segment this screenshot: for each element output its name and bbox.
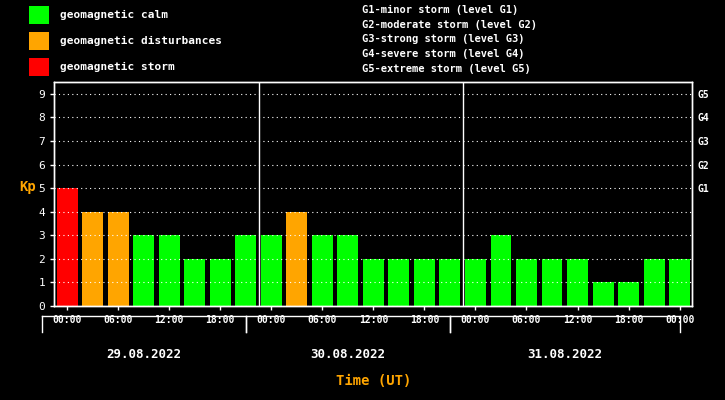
Bar <box>57 188 78 306</box>
Bar <box>644 259 665 306</box>
Bar <box>516 259 537 306</box>
Bar <box>261 235 282 306</box>
Bar <box>389 259 410 306</box>
Text: geomagnetic calm: geomagnetic calm <box>60 10 168 20</box>
Text: G4-severe storm (level G4): G4-severe storm (level G4) <box>362 49 525 59</box>
Bar <box>108 212 128 306</box>
Bar <box>29 58 49 76</box>
Text: G3-strong storm (level G3): G3-strong storm (level G3) <box>362 34 525 44</box>
Text: G1-minor storm (level G1): G1-minor storm (level G1) <box>362 5 519 15</box>
Bar <box>337 235 358 306</box>
Bar <box>82 212 103 306</box>
Text: geomagnetic storm: geomagnetic storm <box>60 62 175 72</box>
Bar <box>133 235 154 306</box>
Bar <box>465 259 486 306</box>
Bar <box>592 282 613 306</box>
Bar <box>439 259 460 306</box>
Text: 30.08.2022: 30.08.2022 <box>310 348 386 361</box>
Bar <box>567 259 588 306</box>
Text: G5-extreme storm (level G5): G5-extreme storm (level G5) <box>362 64 531 74</box>
Text: 31.08.2022: 31.08.2022 <box>527 348 602 361</box>
Text: G2-moderate storm (level G2): G2-moderate storm (level G2) <box>362 20 537 30</box>
Y-axis label: Kp: Kp <box>19 180 36 194</box>
Bar <box>29 6 49 24</box>
Bar <box>542 259 563 306</box>
Bar <box>29 32 49 50</box>
Bar <box>618 282 639 306</box>
Bar <box>159 235 180 306</box>
Text: 29.08.2022: 29.08.2022 <box>106 348 181 361</box>
Text: geomagnetic disturbances: geomagnetic disturbances <box>60 36 222 46</box>
Bar <box>210 259 231 306</box>
Bar <box>363 259 384 306</box>
Bar <box>669 259 690 306</box>
Bar <box>491 235 511 306</box>
Bar <box>414 259 435 306</box>
Text: Time (UT): Time (UT) <box>336 374 411 388</box>
Bar <box>312 235 333 306</box>
Bar <box>184 259 205 306</box>
Bar <box>236 235 256 306</box>
Bar <box>286 212 307 306</box>
